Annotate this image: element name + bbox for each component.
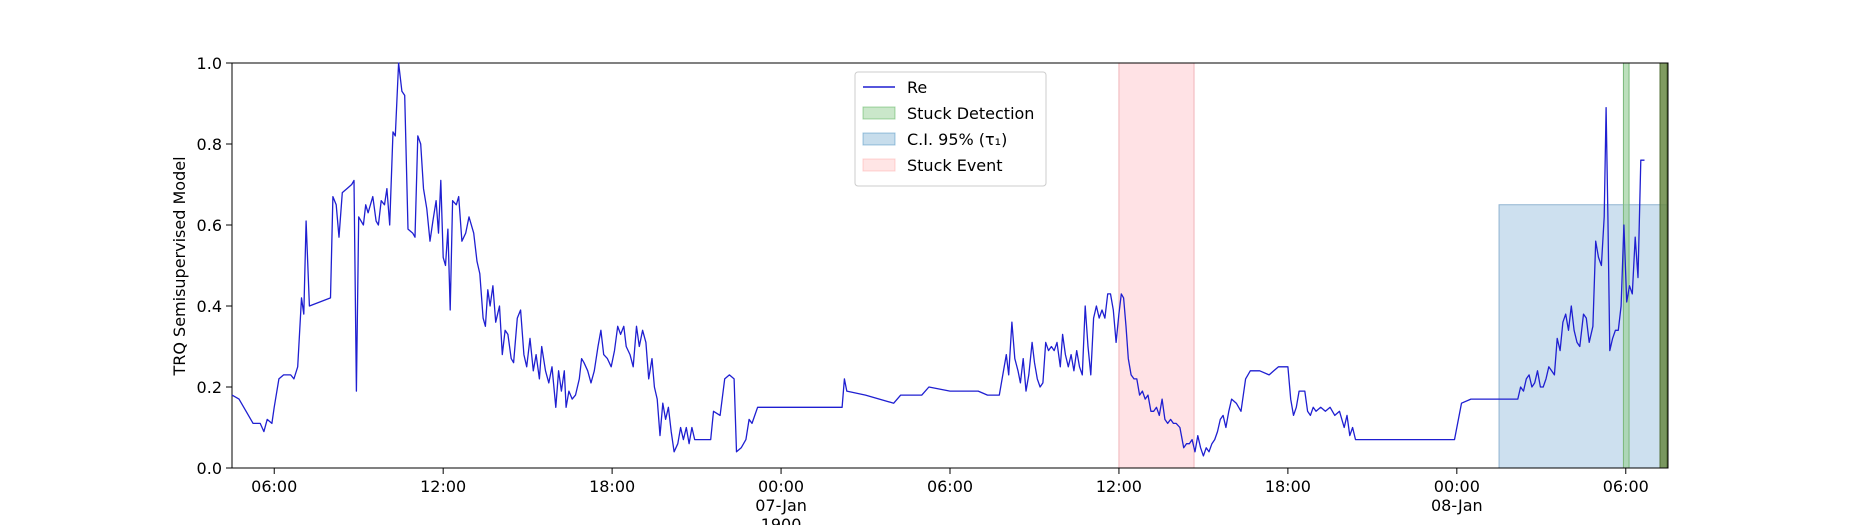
axes: 0.00.20.40.60.81.006:00 12:00 18:00 00:0007…	[197, 54, 1669, 525]
x-tick-year-label: 1900	[761, 515, 802, 525]
legend-box	[854, 71, 1047, 187]
x-tick-label: 18:00	[1265, 477, 1311, 496]
x-tick-label: 18:00	[589, 477, 635, 496]
x-tick-label: 06:00	[927, 477, 973, 496]
series-layer	[231, 62, 1645, 457]
legend-label: Re	[907, 78, 927, 97]
y-tick-label: 0.8	[197, 135, 222, 154]
x-tick-label: 12:00	[420, 477, 466, 496]
y-tick-label: 0.6	[197, 216, 222, 235]
x-tick-label: 12:00	[1096, 477, 1142, 496]
x-tick-label: 06:00	[251, 477, 297, 496]
series-line-re	[231, 62, 1645, 457]
y-tick-label: 0.4	[197, 297, 222, 316]
y-tick-label: 1.0	[197, 54, 222, 73]
y-tick-label: 0.0	[197, 459, 222, 478]
y-axis-label: TRQ Semisupervised Model	[170, 156, 189, 376]
legend-swatch-patch	[862, 106, 896, 120]
legend-swatch-patch	[862, 158, 896, 172]
x-tick-date-label: 07-Jan	[755, 496, 807, 515]
x-tick-label: 00:00	[758, 477, 804, 496]
region-c-i-95--1	[1498, 204, 1669, 469]
shaded-regions	[1118, 62, 1669, 469]
region-stuck-detection-3	[1659, 62, 1668, 469]
x-tick-label: 00:00	[1434, 477, 1480, 496]
region-stuck-detection-2	[1622, 62, 1630, 469]
x-tick-label: 06:00	[1603, 477, 1649, 496]
legend-swatch-patch	[862, 132, 896, 146]
region-stuck-event-0	[1118, 62, 1195, 469]
legend-label: Stuck Event	[907, 156, 1003, 175]
legend: Re Stuck Detection C.I. 95% (τ₁) Stuck Even…	[854, 71, 1047, 187]
x-tick-date-label: 08-Jan	[1431, 496, 1483, 515]
legend-label: C.I. 95% (τ₁)	[907, 130, 1007, 149]
y-tick-label: 0.2	[197, 378, 222, 397]
legend-label: Stuck Detection	[907, 104, 1034, 123]
